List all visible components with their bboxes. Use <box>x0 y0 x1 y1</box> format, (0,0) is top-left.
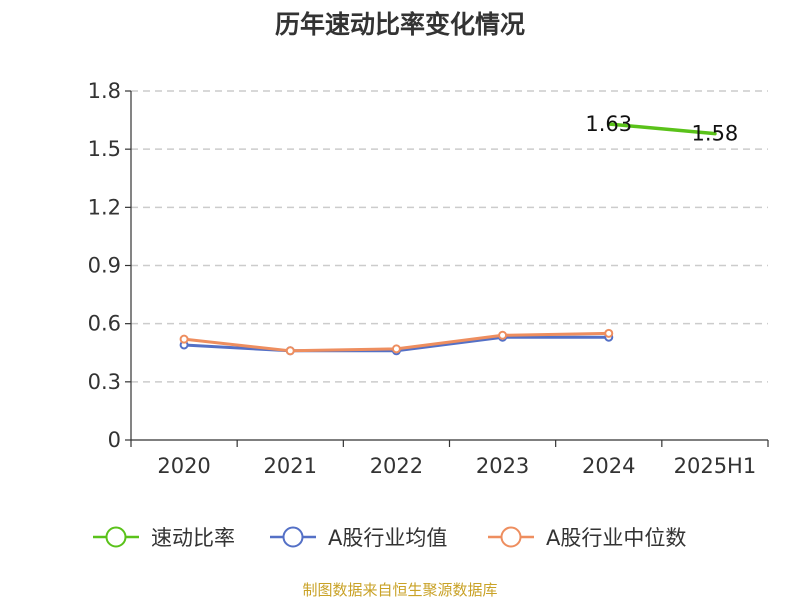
series-point[interactable] <box>391 344 401 354</box>
series-layer <box>179 122 717 356</box>
y-tick-label: 0.3 <box>88 370 121 394</box>
x-tick-label: 2025H1 <box>674 454 757 478</box>
y-tick-label: 0.6 <box>88 312 121 336</box>
series-point[interactable] <box>498 330 508 340</box>
y-tick-label: 1.8 <box>88 79 121 103</box>
legend-label: 速动比率 <box>151 526 235 550</box>
series-point[interactable] <box>604 328 614 338</box>
legend-label: A股行业中位数 <box>546 526 686 550</box>
source-note: 制图数据来自恒生聚源数据库 <box>302 581 497 599</box>
y-tick-label: 1.2 <box>88 195 121 219</box>
x-tick-label: 2020 <box>157 454 210 478</box>
y-tick-label: 1.5 <box>88 137 121 161</box>
series-point[interactable] <box>285 346 295 356</box>
x-tick-label: 2023 <box>476 454 529 478</box>
legend-item-1[interactable]: A股行业均值 <box>270 526 447 550</box>
series-line-0 <box>607 122 717 136</box>
legend-marker <box>500 526 522 548</box>
legend-item-0[interactable]: 速动比率 <box>93 526 235 550</box>
grid <box>131 90 768 383</box>
series-point[interactable] <box>179 334 189 344</box>
data-label: 1.58 <box>692 122 739 146</box>
chart-title: 历年速动比率变化情况 <box>275 10 525 39</box>
x-tick-label: 2024 <box>582 454 635 478</box>
legend-marker <box>105 526 127 548</box>
axes: 0 0.3 0.6 0.9 1.2 1.5 1.8 2020 2021 2022 2023 2024 2… <box>88 79 769 478</box>
legend-label: A股行业均值 <box>328 526 447 550</box>
x-tick-label: 2021 <box>264 454 317 478</box>
y-tick-label: 0.9 <box>88 254 121 278</box>
legend-item-2[interactable]: A股行业中位数 <box>488 526 686 550</box>
y-tick-label: 0 <box>108 428 121 452</box>
x-tick-label: 2022 <box>370 454 423 478</box>
legend-marker <box>282 526 304 548</box>
legend[interactable]: 速动比率 A股行业均值 A股行业中位数 <box>93 526 686 550</box>
data-labels: 1.63 1.58 <box>585 112 738 146</box>
data-label: 1.63 <box>585 112 632 136</box>
